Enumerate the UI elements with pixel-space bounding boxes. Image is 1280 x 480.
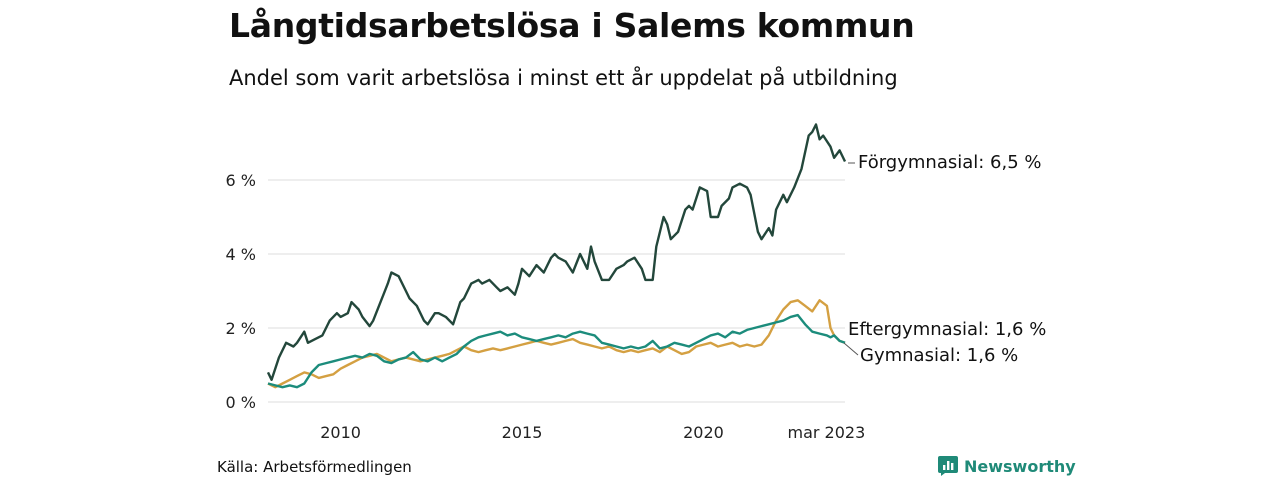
x-tick-label: 2010: [320, 423, 361, 442]
label-leader-line: [843, 342, 859, 356]
y-axis-ticks: 0 % 2 % 4 % 6 %: [226, 171, 256, 412]
series-line-eftergymnasial: [267, 299, 846, 389]
x-tick-label: mar 2023: [788, 423, 866, 442]
x-tick-label: 2015: [502, 423, 543, 442]
end-label-förgymnasial: Förgymnasial: 6,5 %: [858, 152, 1042, 173]
brand-logo[interactable]: Newsworthy: [938, 456, 1076, 476]
series-lines: [266, 123, 847, 389]
end-label-gymnasial: Gymnasial: 1,6 %: [860, 345, 1018, 366]
y-tick-label: 0 %: [226, 393, 256, 412]
x-axis-ticks: 2010 2015 2020 mar 2023: [320, 423, 865, 442]
y-tick-label: 2 %: [226, 319, 256, 338]
chart-title: Långtidsarbetslösa i Salems kommun: [229, 6, 915, 45]
source-note: Källa: Arbetsförmedlingen: [217, 458, 412, 476]
series-line-gymnasial: [267, 313, 846, 389]
chart-subtitle: Andel som varit arbetslösa i minst ett å…: [229, 66, 898, 90]
brand-name: Newsworthy: [964, 456, 1076, 476]
series-line-förgymnasial: [266, 123, 847, 381]
end-label-eftergymnasial: Eftergymnasial: 1,6 %: [848, 319, 1046, 340]
series-end-labels: Förgymnasial: 6,5 % Eftergymnasial: 1,6 %…: [843, 152, 1046, 366]
y-tick-label: 4 %: [226, 245, 256, 264]
gridlines: [268, 179, 845, 403]
x-tick-label: 2020: [683, 423, 724, 442]
y-tick-label: 6 %: [226, 171, 256, 190]
bar-chart-logo-icon: [938, 456, 958, 476]
